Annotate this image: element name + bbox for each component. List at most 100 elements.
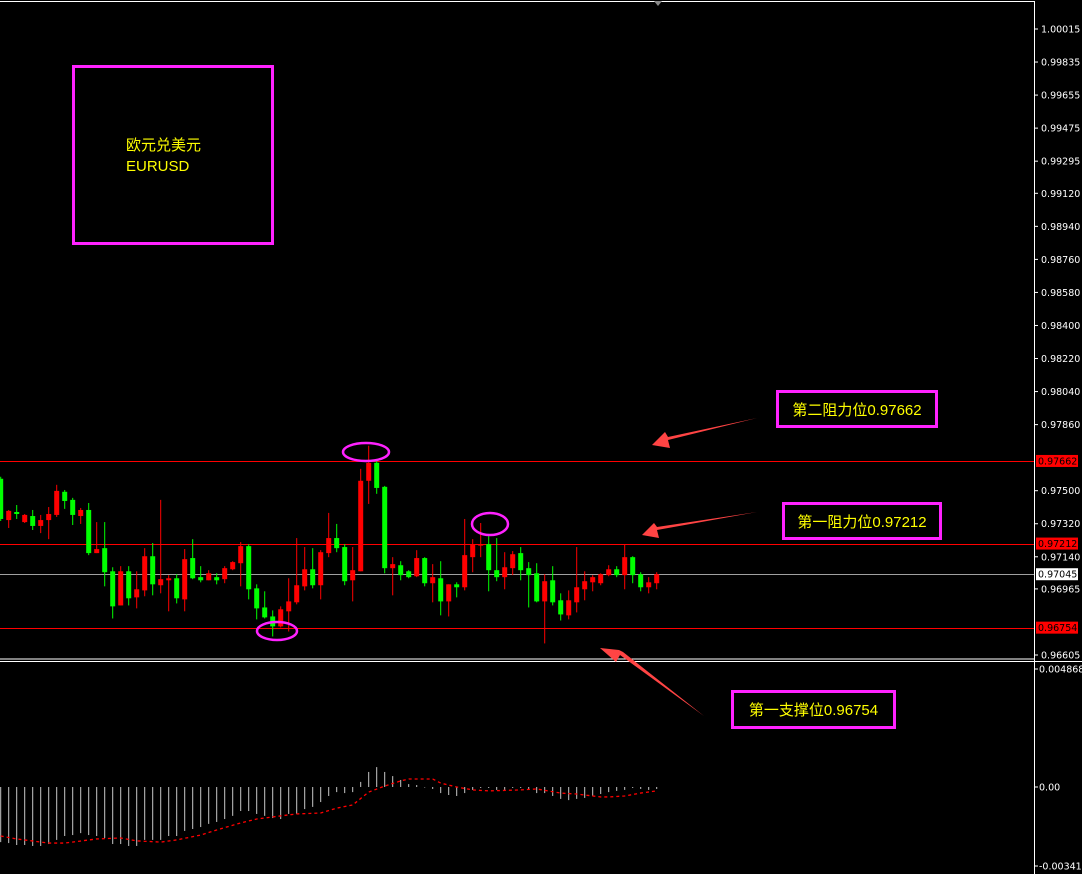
candle: [158, 499, 164, 594]
price-tick-label: 0.99475: [1041, 124, 1080, 135]
price-tick-label: 0.98040: [1041, 387, 1080, 398]
candle: [198, 566, 204, 583]
candle: [102, 522, 108, 587]
candle-body: [78, 509, 84, 517]
candle: [22, 514, 28, 524]
current-price-tag: 0.97045: [1038, 570, 1077, 581]
candle-body: [30, 516, 36, 526]
candle-body: [150, 556, 156, 585]
candle: [222, 566, 228, 584]
candle-body: [358, 480, 364, 572]
macd-tick-label: 0.00: [1039, 783, 1060, 794]
candle-body: [246, 546, 252, 590]
candle: [118, 566, 124, 606]
price-tick-label: 1.00015: [1041, 24, 1080, 35]
price-tick-label: 0.98760: [1041, 255, 1080, 266]
level-price-tag-bg: [1036, 621, 1078, 634]
candle: [350, 547, 356, 602]
candle-body: [614, 569, 620, 576]
candle-body: [294, 585, 300, 603]
candle-body: [454, 584, 460, 588]
candle: [622, 544, 628, 590]
candle-body: [462, 555, 468, 588]
candle-body: [646, 582, 652, 588]
macd-signal-line: [0, 778, 657, 844]
candle: [542, 574, 548, 644]
arrow-icon-resistance1: [642, 512, 757, 538]
support1-label: 第一支撑位0.96754: [731, 690, 896, 729]
candle: [230, 561, 236, 571]
candle-body: [622, 557, 628, 576]
candle-body: [102, 548, 108, 573]
candle-body: [302, 569, 308, 587]
price-tick-label: 0.99295: [1041, 157, 1080, 168]
candle: [190, 539, 196, 580]
candle-body: [638, 574, 644, 588]
candle-body: [438, 578, 444, 602]
candle: [518, 547, 524, 581]
candle: [294, 538, 300, 605]
candle-body: [230, 562, 236, 570]
candle-body: [174, 578, 180, 599]
candle: [86, 502, 92, 556]
candle: [382, 485, 388, 574]
candle: [574, 547, 580, 613]
candle-body: [470, 545, 476, 558]
candle-body: [70, 499, 76, 515]
candle-body: [350, 570, 356, 581]
candle-body: [6, 510, 12, 521]
candle-body: [406, 571, 412, 578]
candle: [366, 445, 372, 504]
candle-body: [206, 573, 212, 581]
candle-body: [446, 584, 452, 602]
candle: [238, 542, 244, 587]
symbol-label-box: 欧元兑美元 EURUSD: [72, 65, 274, 245]
candle: [78, 507, 84, 524]
candle: [182, 549, 188, 612]
price-tick-label: 0.98580: [1041, 288, 1080, 299]
candle: [598, 573, 604, 586]
candle-body: [110, 571, 116, 607]
level-price-tag: 0.96754: [1038, 623, 1077, 634]
candle: [126, 566, 132, 606]
candle-body: [526, 568, 532, 576]
candle-body: [198, 577, 204, 581]
candle: [646, 577, 652, 594]
candle-body: [222, 568, 228, 580]
macd-tick-label: -0.003414: [1039, 862, 1082, 873]
candle-body: [14, 511, 20, 515]
candle: [142, 548, 148, 597]
price-tick-label: 0.97500: [1041, 486, 1080, 497]
candle: [246, 544, 252, 600]
candle: [526, 562, 532, 608]
candle: [590, 575, 596, 592]
candle: [478, 523, 484, 558]
candle: [566, 590, 572, 620]
candle: [94, 522, 100, 554]
chart-shift-marker-icon[interactable]: [654, 1, 662, 6]
price-tick-label: 0.96965: [1041, 584, 1080, 595]
candle-body: [486, 544, 492, 571]
candle: [430, 564, 436, 603]
candle: [174, 574, 180, 604]
candle-body: [54, 490, 60, 515]
candle: [654, 572, 660, 590]
candle-body: [310, 569, 316, 586]
candle: [206, 570, 212, 581]
candle: [398, 561, 404, 581]
candle: [534, 563, 540, 603]
resistance2-label: 第二阻力位0.97662: [776, 390, 938, 428]
candle-body: [534, 573, 540, 602]
arrow-icon-support1: [600, 648, 704, 716]
candle-body: [326, 538, 332, 554]
price-tick-label: 0.98220: [1041, 354, 1080, 365]
candle: [606, 565, 612, 577]
candle: [486, 536, 492, 592]
candle-body: [582, 581, 588, 590]
candle: [414, 550, 420, 578]
price-tick-label: 0.97860: [1041, 420, 1080, 431]
candle-body: [126, 571, 132, 599]
candle-body: [390, 564, 396, 569]
candle-body: [22, 514, 28, 523]
